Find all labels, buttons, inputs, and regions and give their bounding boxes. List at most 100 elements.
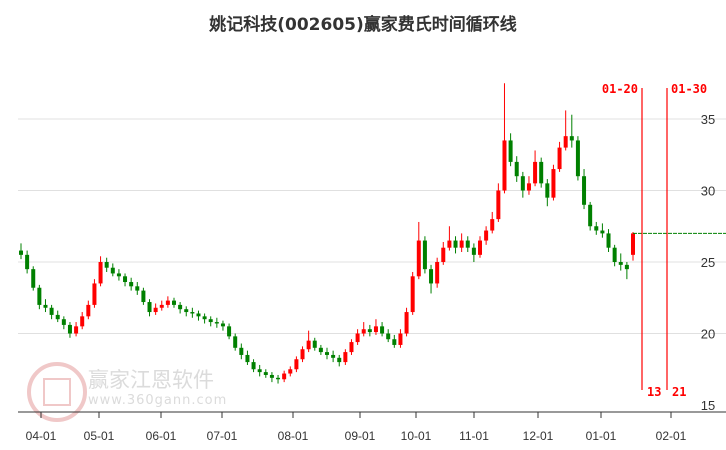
- candle-body: [318, 347, 323, 353]
- candle-body: [37, 287, 42, 305]
- candle-body: [557, 147, 562, 170]
- candle-body: [239, 347, 244, 355]
- candle-body: [19, 250, 23, 255]
- candle-body: [569, 136, 574, 141]
- y-tick-label: 25: [701, 255, 715, 270]
- cycle-line-count: 13: [647, 385, 661, 399]
- candle-body: [373, 326, 378, 333]
- candle-body: [67, 324, 72, 334]
- candle-body: [520, 176, 525, 191]
- x-tick-label: 11-01: [459, 429, 489, 443]
- candle-body: [86, 304, 91, 317]
- candle-body: [545, 183, 550, 198]
- candle-body: [220, 323, 225, 327]
- candle-body: [288, 369, 293, 374]
- candle-body: [533, 161, 538, 184]
- candle-body: [392, 339, 397, 345]
- candle-body: [43, 304, 48, 308]
- candle-body: [361, 329, 366, 334]
- candle-body: [575, 140, 580, 177]
- candle-body: [441, 247, 446, 262]
- candle-body: [367, 329, 372, 333]
- candle-body: [422, 240, 427, 270]
- candle-body: [484, 230, 489, 241]
- candle-body: [233, 336, 238, 348]
- cycle-line-count: 21: [672, 385, 686, 399]
- candle-body: [453, 240, 458, 248]
- watermark-url: www.360gann.com: [88, 393, 228, 408]
- x-tick-label: 09-01: [345, 429, 376, 443]
- candle-body: [606, 233, 611, 248]
- candle-body: [325, 352, 329, 355]
- candle-body: [214, 322, 219, 324]
- candle-body: [61, 319, 66, 325]
- y-tick-label: 35: [701, 112, 715, 127]
- candle-body: [582, 176, 587, 205]
- watermark-seal-icon: [27, 362, 87, 422]
- candle-body: [129, 282, 134, 287]
- candle-body: [153, 307, 158, 313]
- candle-body: [312, 340, 317, 348]
- candle-body: [410, 276, 415, 313]
- candle-body: [110, 267, 115, 274]
- candle-body: [398, 333, 403, 345]
- candle-body: [123, 276, 128, 283]
- candle-body: [459, 240, 464, 248]
- candle-body: [588, 204, 593, 227]
- candle-body: [380, 326, 385, 334]
- candle-body: [471, 247, 476, 255]
- x-tick-label: 08-01: [278, 429, 309, 443]
- candle-body: [251, 362, 256, 370]
- candle-body: [208, 319, 213, 323]
- candle-body: [159, 304, 164, 308]
- candle-body: [141, 290, 146, 303]
- cycle-line-date: 01-30: [671, 82, 707, 96]
- candle-body: [514, 161, 519, 177]
- candle-body: [31, 269, 36, 288]
- candle-body: [245, 354, 250, 363]
- candle-body: [349, 342, 354, 353]
- x-tick-label: 07-01: [207, 429, 238, 443]
- candle-body: [337, 357, 342, 363]
- candle-body: [612, 247, 617, 262]
- x-tick-label: 10-01: [401, 429, 432, 443]
- candle-body: [25, 254, 30, 270]
- candle-body: [404, 312, 409, 334]
- x-tick-label: 04-01: [26, 429, 57, 443]
- x-tick-label: 01-01: [586, 429, 617, 443]
- candle-body: [416, 240, 421, 277]
- candle-body: [429, 269, 434, 284]
- candle-body: [478, 240, 482, 255]
- candle-body: [563, 136, 568, 148]
- candle-body: [147, 302, 152, 313]
- candle-body: [196, 313, 201, 317]
- cycle-line-date: 01-20: [602, 82, 638, 96]
- candle-body: [300, 349, 305, 360]
- candle-body: [331, 354, 336, 358]
- candle-body: [465, 240, 470, 248]
- chart-title: 姚记科技(002605)赢家费氏时间循环线: [209, 15, 517, 35]
- candle-body: [496, 190, 501, 220]
- candle-body: [355, 333, 360, 343]
- candle-body: [386, 333, 391, 340]
- candle-body: [343, 352, 348, 363]
- candle-body: [539, 161, 544, 184]
- candle-body: [92, 283, 97, 305]
- candle-body: [98, 262, 103, 284]
- candle-body: [490, 219, 495, 231]
- candle-body: [135, 286, 140, 291]
- candle-body: [190, 312, 195, 314]
- candle-body: [74, 326, 79, 334]
- candle-body: [306, 340, 311, 350]
- candle-body: [618, 262, 623, 265]
- candle-body: [55, 314, 60, 320]
- y-tick-label: 30: [701, 184, 715, 199]
- candle-body: [116, 273, 121, 277]
- candle-body: [227, 326, 232, 337]
- y-tick-label: 20: [701, 327, 715, 342]
- candle-body: [184, 309, 189, 313]
- candle-body: [551, 169, 556, 198]
- x-tick-label: 05-01: [84, 429, 115, 443]
- candle-body: [104, 262, 109, 268]
